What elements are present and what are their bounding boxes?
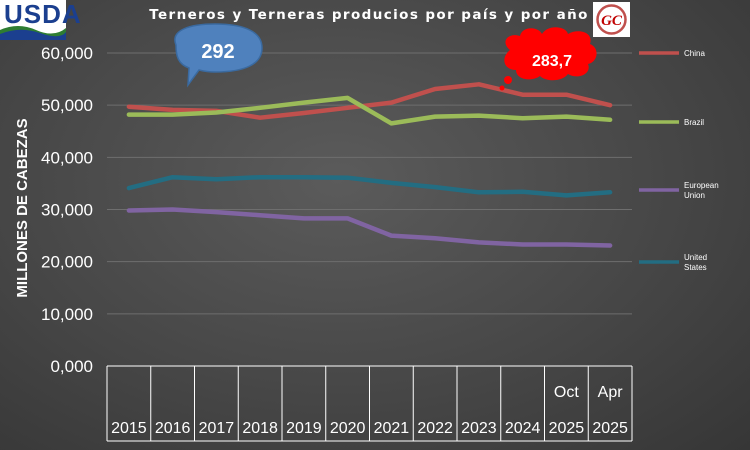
legend-label-european-union: European	[684, 181, 719, 190]
x-tick-label: 2020	[330, 420, 366, 437]
x-tick-label: 2016	[155, 420, 191, 437]
series-line-brazil	[126, 95, 613, 126]
y-tick-label: 30,000	[41, 201, 93, 220]
annotation-bubble-blue: 292	[174, 23, 263, 88]
legend-label-united-states: United	[684, 253, 707, 262]
legend-label-brazil: Brazil	[684, 118, 704, 127]
y-tick-label: 0,000	[50, 357, 93, 376]
x-tick-label: 2017	[199, 420, 235, 437]
x-tick-label: 2024	[505, 420, 541, 437]
series-lines	[126, 82, 613, 248]
chart-title: Terneros y Terneras producios por país y…	[149, 7, 589, 23]
y-tick-label: 10,000	[41, 305, 93, 324]
annotation-bubble-red: 283,7	[499, 27, 597, 91]
x-tick-sublabel: Apr	[598, 384, 624, 401]
x-tick-label: 2021	[374, 420, 410, 437]
gc-badge-text: GC	[601, 13, 623, 29]
x-tick-label: 2019	[286, 420, 322, 437]
series-line-united-states	[126, 174, 613, 198]
y-tick-label: 50,000	[41, 96, 93, 115]
usda-logo: USDA	[0, 0, 82, 40]
logo-text: USDA	[4, 0, 82, 29]
x-tick-sublabel: Oct	[554, 384, 579, 401]
legend-label-united-states: States	[684, 263, 707, 272]
legend-label-european-union: Union	[684, 191, 705, 200]
annotation-text-red: 283,7	[532, 53, 572, 70]
y-tick-labels: 0,000 10,000 20,000 30,000 40,000 50,000 60,00…	[41, 44, 93, 376]
y-tick-label: 40,000	[41, 148, 93, 167]
legend-label-china: China	[684, 49, 705, 58]
x-tick-label: 2025	[592, 420, 628, 437]
x-axis: 2015 2016 2017 2018 2019 2020 2021 2022 2023 2024…	[106, 365, 633, 442]
gc-badge: GC	[593, 2, 630, 37]
x-tick-label: 2025	[549, 420, 585, 437]
annotation-text-blue: 292	[201, 41, 234, 63]
y-axis-label: MILLONES DE CABEZAS	[14, 118, 31, 297]
y-tick-label: 20,000	[41, 253, 93, 272]
x-tick-label: 2015	[111, 420, 147, 437]
x-tick-label: 2018	[242, 420, 278, 437]
series-line-european-union	[126, 207, 613, 248]
y-tick-label: 60,000	[41, 44, 93, 63]
x-tick-label: 2023	[461, 420, 497, 437]
x-tick-label: 2022	[417, 420, 453, 437]
